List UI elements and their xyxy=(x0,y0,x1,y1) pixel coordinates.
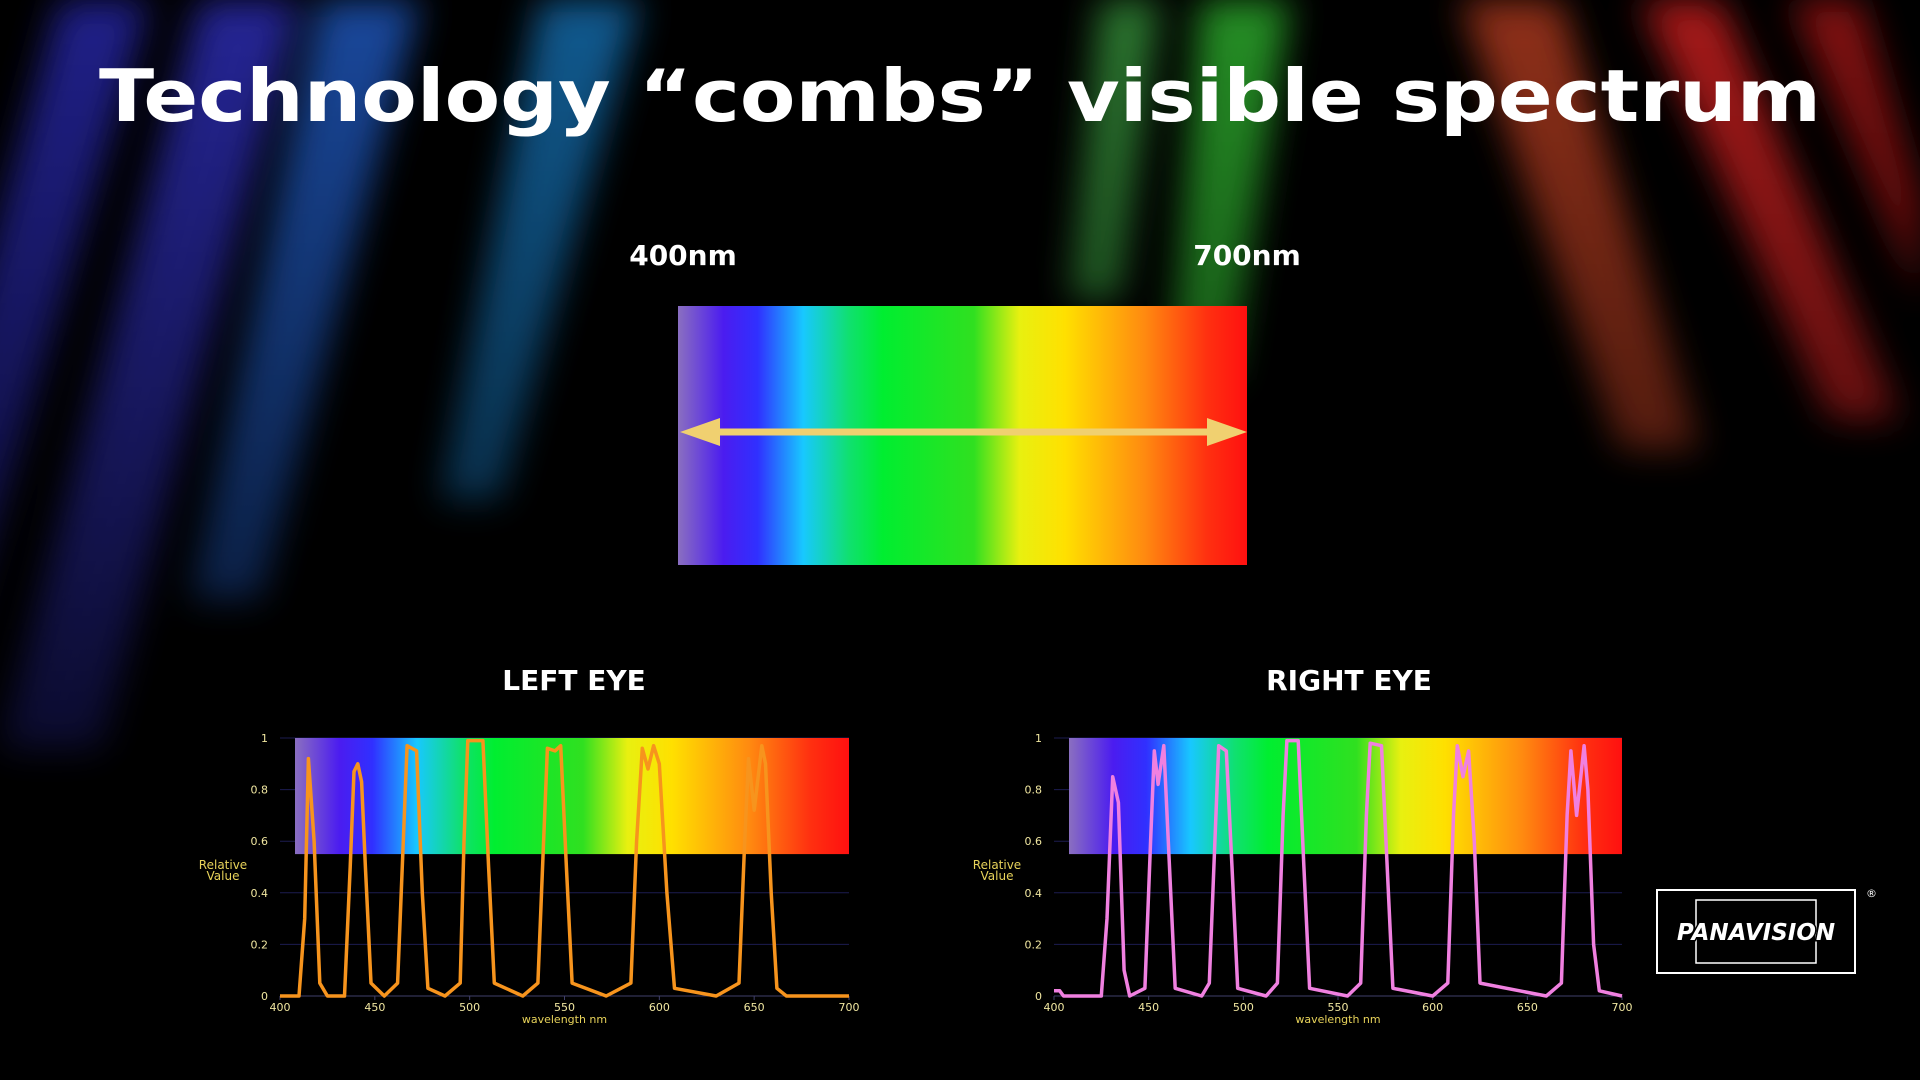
y-tick-label: 0.8 xyxy=(1025,784,1043,797)
spectrum-start-label: 400nm xyxy=(629,239,737,272)
x-tick-label: 650 xyxy=(744,1001,765,1014)
x-tick-label: 400 xyxy=(270,1001,291,1014)
spectrum-arrow xyxy=(680,418,1247,446)
y-tick-label: 0.2 xyxy=(251,938,269,951)
y-tick-label: 0.8 xyxy=(251,784,269,797)
y-axis-label: Relative Value xyxy=(198,858,248,883)
x-tick-label: 450 xyxy=(364,1001,385,1014)
x-tick-label: 600 xyxy=(649,1001,670,1014)
y-tick-label: 1 xyxy=(1035,732,1042,745)
x-tick-label: 500 xyxy=(1233,1001,1254,1014)
x-tick-label: 700 xyxy=(1612,1001,1633,1014)
x-tick-label: 600 xyxy=(1422,1001,1443,1014)
logo-box xyxy=(1656,889,1856,974)
background-rays xyxy=(0,0,1920,750)
spectrum-end-label: 700nm xyxy=(1193,239,1301,272)
y-tick-label: 0.4 xyxy=(1025,887,1043,900)
slide-title: Technology “combs” visible spectrum xyxy=(99,54,1821,138)
x-tick-label: 550 xyxy=(554,1001,575,1014)
x-tick-label: 500 xyxy=(459,1001,480,1014)
chart-title: RIGHT EYE xyxy=(1266,664,1432,697)
x-tick-label: 550 xyxy=(1328,1001,1349,1014)
logo-inner xyxy=(1695,899,1817,964)
y-tick-label: 0.2 xyxy=(1025,938,1043,951)
y-tick-label: 0 xyxy=(261,990,268,1003)
x-axis-label: wavelength nm xyxy=(522,1013,607,1026)
y-tick-label: 0.4 xyxy=(251,887,269,900)
x-tick-label: 650 xyxy=(1517,1001,1538,1014)
y-tick-label: 0.6 xyxy=(251,835,269,848)
series-line xyxy=(1054,738,1623,998)
y-axis-label: Relative Value xyxy=(972,858,1022,883)
logo-mark: ® xyxy=(1866,887,1877,900)
y-tick-label: 0.6 xyxy=(1025,835,1043,848)
x-tick-label: 700 xyxy=(839,1001,860,1014)
x-axis-label: wavelength nm xyxy=(1295,1013,1380,1026)
y-tick-label: 1 xyxy=(261,732,268,745)
logo-text: PANAVISION xyxy=(1677,920,1835,946)
x-tick-label: 450 xyxy=(1138,1001,1159,1014)
y-tick-label: 0 xyxy=(1035,990,1042,1003)
x-tick-label: 400 xyxy=(1044,1001,1065,1014)
chart-title: LEFT EYE xyxy=(502,664,645,697)
series-line xyxy=(280,738,849,998)
